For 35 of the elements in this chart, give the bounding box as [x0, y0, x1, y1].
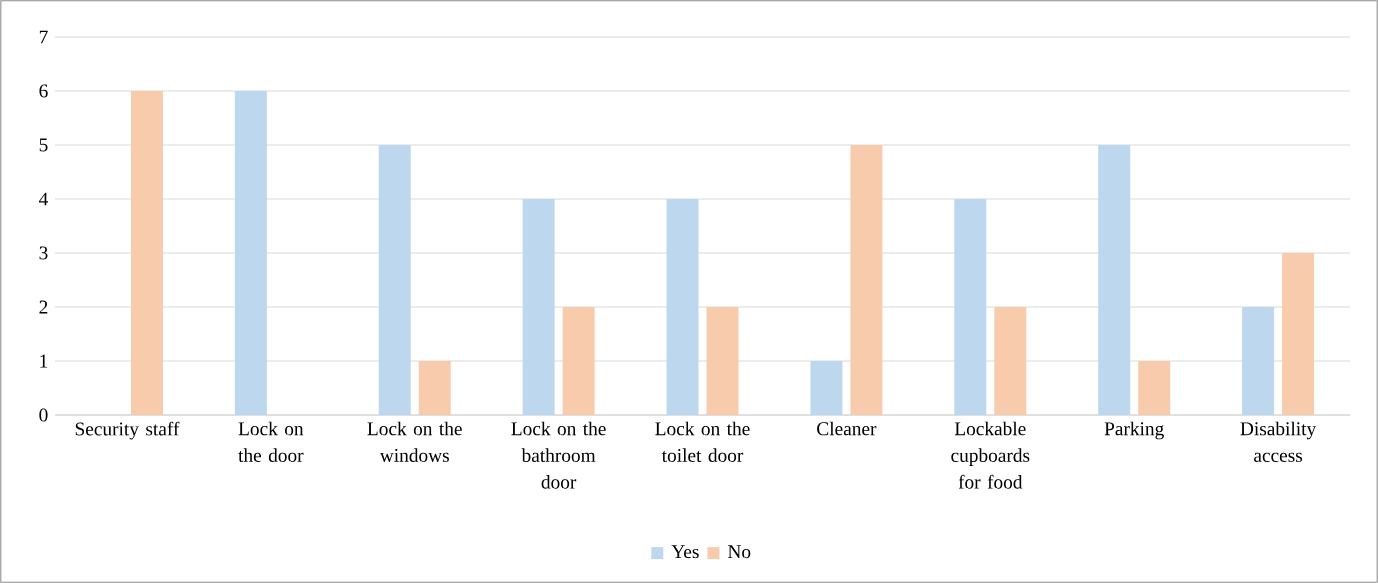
bar	[954, 199, 987, 415]
bar	[1138, 361, 1171, 415]
bar	[522, 199, 555, 415]
y-tick-label: 6	[39, 84, 48, 98]
y-tick-label: 1	[40, 354, 48, 368]
bar	[130, 91, 163, 415]
bar	[810, 361, 843, 415]
y-tick-label: 4	[39, 192, 48, 206]
y-tick-label: 2	[39, 300, 48, 314]
bar	[1282, 253, 1315, 415]
bar	[994, 307, 1027, 415]
y-tick-label: 5	[39, 138, 48, 152]
bar	[418, 361, 451, 415]
x-tick-label: Cleaner	[817, 421, 877, 436]
x-tick-label: Parking	[1104, 421, 1164, 440]
bar	[850, 145, 883, 415]
x-tick-label: Security staff	[75, 421, 180, 440]
y-tick-label: 0	[39, 408, 48, 422]
bar	[1098, 145, 1131, 415]
bar	[234, 91, 267, 415]
y-tick-label: 3	[39, 246, 48, 260]
bar	[666, 199, 699, 415]
bar	[1242, 307, 1275, 415]
x-tick-label: Lock on the door	[238, 421, 304, 462]
legend-label: Yes	[671, 545, 699, 559]
y-tick-label: 7	[39, 30, 48, 44]
bar	[706, 307, 739, 415]
x-tick-label: Lockable cupboards for food	[951, 421, 1030, 489]
legend-label: No	[727, 545, 751, 559]
bar	[562, 307, 595, 415]
x-tick-label: Lock on the bathroom door	[511, 421, 606, 489]
x-tick-label: Lock on the windows	[367, 421, 462, 462]
x-tick-label: Disability access	[1240, 421, 1317, 462]
bar	[378, 145, 411, 415]
x-tick-label: Lock on the toilet door	[655, 421, 750, 462]
